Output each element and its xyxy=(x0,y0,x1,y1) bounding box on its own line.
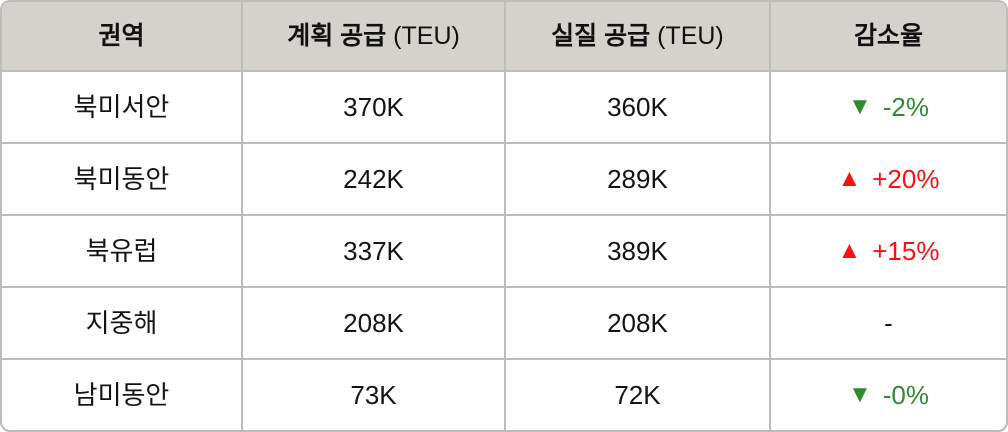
region-cell: 북미동안 xyxy=(2,142,242,214)
header-planned-label: 계획 공급 xyxy=(287,21,387,50)
actual-cell: 289K xyxy=(504,142,769,214)
region-cell: 지중해 xyxy=(2,286,242,358)
table-row: 북미서안 370K 360K ▼ -2% xyxy=(2,70,1006,142)
header-actual-label: 실질 공급 xyxy=(551,21,651,50)
header-region-label: 권역 xyxy=(98,21,145,50)
trend-arrow-icon: ▼ xyxy=(847,93,872,120)
table-row: 북미동안 242K 289K ▲ +20% xyxy=(2,142,1006,214)
change-cell: ▼ -0% xyxy=(768,358,1006,430)
trend-arrow-icon: ▲ xyxy=(837,165,862,192)
change-value: -2% xyxy=(882,92,929,122)
change-cell: ▲ +20% xyxy=(768,142,1006,214)
table-row: 남미동안 73K 72K ▼ -0% xyxy=(2,358,1006,430)
change-value: +15% xyxy=(872,236,940,266)
header-change-rate: 감소율 xyxy=(768,2,1006,70)
header-region: 권역 xyxy=(2,2,241,70)
trend-arrow-icon: ▼ xyxy=(847,381,872,408)
actual-cell: 389K xyxy=(504,214,769,286)
actual-cell: 208K xyxy=(504,286,769,358)
actual-cell: 72K xyxy=(504,358,769,430)
planned-cell: 337K xyxy=(241,214,504,286)
planned-cell: 208K xyxy=(241,286,504,358)
table-header-row: 권역 계획 공급 (TEU) 실질 공급 (TEU) 감소율 xyxy=(2,2,1006,70)
change-cell: ▲ +15% xyxy=(768,214,1006,286)
change-cell: - xyxy=(768,286,1006,358)
region-cell: 남미동안 xyxy=(2,358,242,430)
trend-arrow-icon: ▲ xyxy=(837,237,862,264)
planned-cell: 73K xyxy=(241,358,504,430)
planned-cell: 370K xyxy=(241,70,504,142)
table-row: 북유럽 337K 389K ▲ +15% xyxy=(2,214,1006,286)
change-value: -0% xyxy=(882,380,929,410)
change-cell: ▼ -2% xyxy=(768,70,1006,142)
planned-cell: 242K xyxy=(241,142,504,214)
header-planned-supply: 계획 공급 (TEU) xyxy=(241,2,504,70)
change-value: +20% xyxy=(872,164,940,194)
header-planned-unit: (TEU) xyxy=(393,21,460,50)
header-actual-unit: (TEU) xyxy=(657,21,724,50)
change-value: - xyxy=(884,308,893,338)
actual-cell: 360K xyxy=(504,70,769,142)
region-cell: 북미서안 xyxy=(2,70,242,142)
header-actual-supply: 실질 공급 (TEU) xyxy=(504,2,769,70)
table-row: 지중해 208K 208K - xyxy=(2,286,1006,358)
header-change-label: 감소율 xyxy=(853,21,923,50)
region-cell: 북유럽 xyxy=(2,214,242,286)
